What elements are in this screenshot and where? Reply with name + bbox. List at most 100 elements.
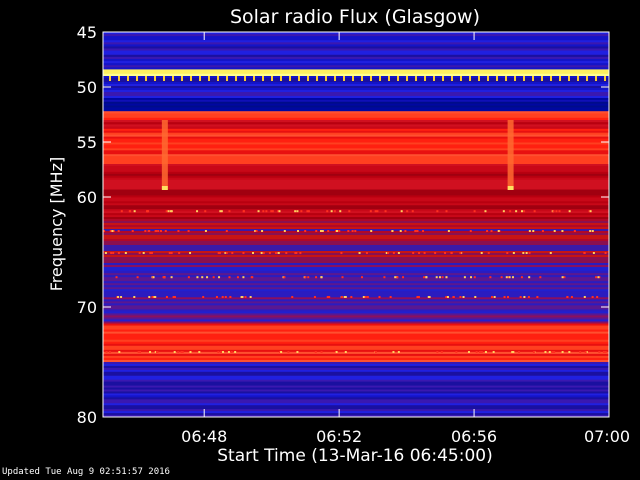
band-row — [103, 84, 609, 87]
speckle — [484, 210, 487, 213]
speckle — [459, 296, 462, 298]
speckle — [297, 230, 300, 232]
speckle — [164, 230, 167, 232]
calibration-tick — [451, 76, 453, 81]
speckle — [484, 351, 487, 353]
speckle — [294, 210, 297, 213]
calibration-tick — [172, 76, 174, 81]
band-row — [103, 177, 609, 181]
band-row — [103, 319, 609, 322]
speckle — [219, 210, 222, 213]
speckle — [149, 351, 152, 353]
speckle — [340, 252, 343, 254]
speckle — [376, 210, 379, 213]
calibration-ticks — [109, 76, 606, 81]
speckle — [217, 252, 220, 254]
band-row — [103, 179, 609, 183]
speckle — [604, 351, 607, 353]
speckle — [115, 276, 118, 279]
calibration-tick — [559, 76, 561, 81]
calibration-tick — [199, 76, 201, 81]
calibration-tick — [145, 76, 147, 81]
speckle — [251, 252, 254, 254]
band-row — [103, 395, 609, 398]
speckle — [583, 252, 586, 254]
calibration-tick — [127, 76, 129, 81]
speckle — [112, 230, 115, 232]
band-row — [103, 156, 609, 159]
calibration-tick — [181, 76, 183, 81]
band-row — [103, 341, 609, 345]
calibration-tick — [568, 76, 570, 81]
band-row — [103, 251, 609, 254]
band-row — [103, 337, 609, 341]
calibration-tick — [235, 76, 237, 81]
speckle — [360, 276, 363, 279]
speckle — [326, 296, 329, 298]
band-row — [103, 189, 609, 192]
band-row — [103, 120, 609, 123]
speckle — [402, 276, 405, 279]
speckle — [314, 351, 317, 353]
band-row — [103, 415, 609, 417]
speckle — [391, 230, 394, 232]
band-row — [103, 235, 609, 238]
band-row — [103, 61, 609, 64]
speckle — [172, 296, 175, 298]
band-row — [103, 233, 609, 236]
band-row — [103, 67, 609, 70]
speckle — [553, 351, 556, 353]
band-row — [103, 239, 609, 242]
speckle — [541, 230, 544, 232]
band-row — [103, 71, 609, 75]
speckle — [285, 252, 288, 254]
speckle — [291, 296, 294, 298]
speckle — [384, 210, 387, 213]
speckle — [515, 210, 518, 213]
speckle — [156, 351, 159, 353]
speckle — [110, 252, 113, 254]
speckle — [509, 210, 512, 213]
speckle — [283, 230, 286, 232]
speckle — [553, 230, 556, 232]
speckle — [595, 276, 598, 279]
speckle — [573, 230, 576, 232]
y-axis-label: Frequency [MHz] — [47, 157, 66, 291]
band-row — [103, 345, 609, 349]
speckle — [133, 210, 136, 213]
speckle — [532, 230, 535, 232]
burst-column — [507, 120, 514, 186]
band-row — [103, 407, 609, 410]
band-row — [103, 331, 609, 335]
speckle — [416, 230, 419, 232]
speckle — [469, 230, 472, 232]
speckle — [117, 296, 120, 298]
calibration-tick — [190, 76, 192, 81]
speckle — [473, 210, 476, 213]
band-row — [103, 343, 609, 347]
speckle — [335, 230, 338, 232]
frequency-band — [103, 111, 609, 121]
calibration-tick — [262, 76, 264, 81]
band-row — [103, 185, 609, 189]
speckle — [181, 351, 184, 353]
speckle — [340, 296, 343, 298]
speckle — [177, 230, 180, 232]
band-row — [103, 219, 609, 222]
speckle — [148, 296, 151, 298]
frequency-band — [103, 69, 609, 77]
speckle — [215, 296, 218, 298]
calibration-tick — [379, 76, 381, 81]
band-row — [103, 321, 609, 324]
band-row — [103, 309, 609, 312]
speckle — [315, 230, 318, 232]
band-row — [103, 281, 609, 284]
band-row — [103, 42, 609, 45]
band-row — [103, 165, 609, 169]
speckle — [497, 230, 500, 232]
speckle — [520, 276, 523, 279]
band-row — [103, 160, 609, 163]
band-row — [103, 65, 609, 68]
speckle — [589, 210, 592, 213]
band-row — [103, 385, 609, 389]
